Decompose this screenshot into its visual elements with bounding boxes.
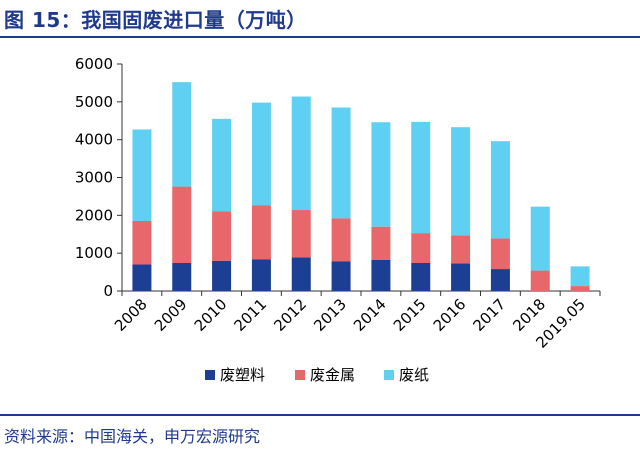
bar-废金属 <box>371 226 391 260</box>
x-tick-label: 2011 <box>231 295 271 335</box>
x-tick-label: 2013 <box>310 295 350 335</box>
bar-废金属 <box>212 211 232 261</box>
title-rule <box>0 36 640 38</box>
bar-废金属 <box>411 233 431 264</box>
source-rule <box>0 414 640 416</box>
bar-废金属 <box>172 186 192 264</box>
bar-废纸 <box>451 127 471 236</box>
y-tick-label: 2000 <box>75 206 113 224</box>
bar-废纸 <box>490 141 510 239</box>
bar-废纸 <box>172 82 192 187</box>
bar-废纸 <box>530 206 550 271</box>
bar-废塑料 <box>132 264 152 291</box>
bar-废金属 <box>251 205 271 260</box>
figure-title: 图 15：我国固废进口量（万吨） <box>4 8 307 32</box>
source-note: 资料来源：中国海关，申万宏源研究 <box>4 427 261 446</box>
bar-废金属 <box>490 238 510 270</box>
bar-废纸 <box>212 118 232 212</box>
legend-swatch <box>295 370 305 380</box>
y-tick-label: 0 <box>103 282 113 300</box>
x-tick-label: 2017 <box>470 295 510 335</box>
bar-废塑料 <box>371 259 391 291</box>
y-tick-label: 6000 <box>75 55 113 73</box>
bar-废纸 <box>331 107 351 219</box>
bar-废塑料 <box>411 263 431 291</box>
y-tick-label: 1000 <box>75 244 113 262</box>
bar-废金属 <box>570 286 590 291</box>
bar-废金属 <box>530 270 550 291</box>
x-tick-label: 2008 <box>111 295 151 335</box>
bar-废纸 <box>570 266 590 287</box>
bar-废塑料 <box>451 263 471 291</box>
y-tick-label: 5000 <box>75 93 113 111</box>
bar-废塑料 <box>251 259 271 291</box>
x-tick-label: 2009 <box>151 295 191 335</box>
x-tick-label: 2015 <box>390 295 430 335</box>
x-tick-label: 2012 <box>270 295 310 335</box>
bar-废金属 <box>291 210 311 258</box>
bar-废塑料 <box>490 269 510 291</box>
bar-废纸 <box>291 96 311 211</box>
legend-label: 废纸 <box>399 366 429 384</box>
legend-swatch <box>205 370 215 380</box>
bar-废纸 <box>371 122 391 227</box>
bar-废塑料 <box>331 261 351 291</box>
bar-废塑料 <box>291 257 311 291</box>
bar-废金属 <box>331 218 351 262</box>
x-tick-label: 2016 <box>430 295 470 335</box>
legend-label: 废金属 <box>310 366 355 384</box>
legend-swatch <box>384 370 394 380</box>
bar-废金属 <box>451 235 471 264</box>
legend-label: 废塑料 <box>220 366 265 384</box>
x-tick-label: 2010 <box>191 295 231 335</box>
bar-废塑料 <box>172 263 192 291</box>
bar-废塑料 <box>212 260 232 291</box>
bar-废金属 <box>132 221 152 265</box>
bar-废纸 <box>132 129 152 222</box>
bar-废纸 <box>251 102 271 206</box>
bar-废纸 <box>411 121 431 234</box>
x-tick-label: 2014 <box>350 295 390 335</box>
y-tick-label: 3000 <box>75 169 113 187</box>
y-tick-label: 4000 <box>75 131 113 149</box>
